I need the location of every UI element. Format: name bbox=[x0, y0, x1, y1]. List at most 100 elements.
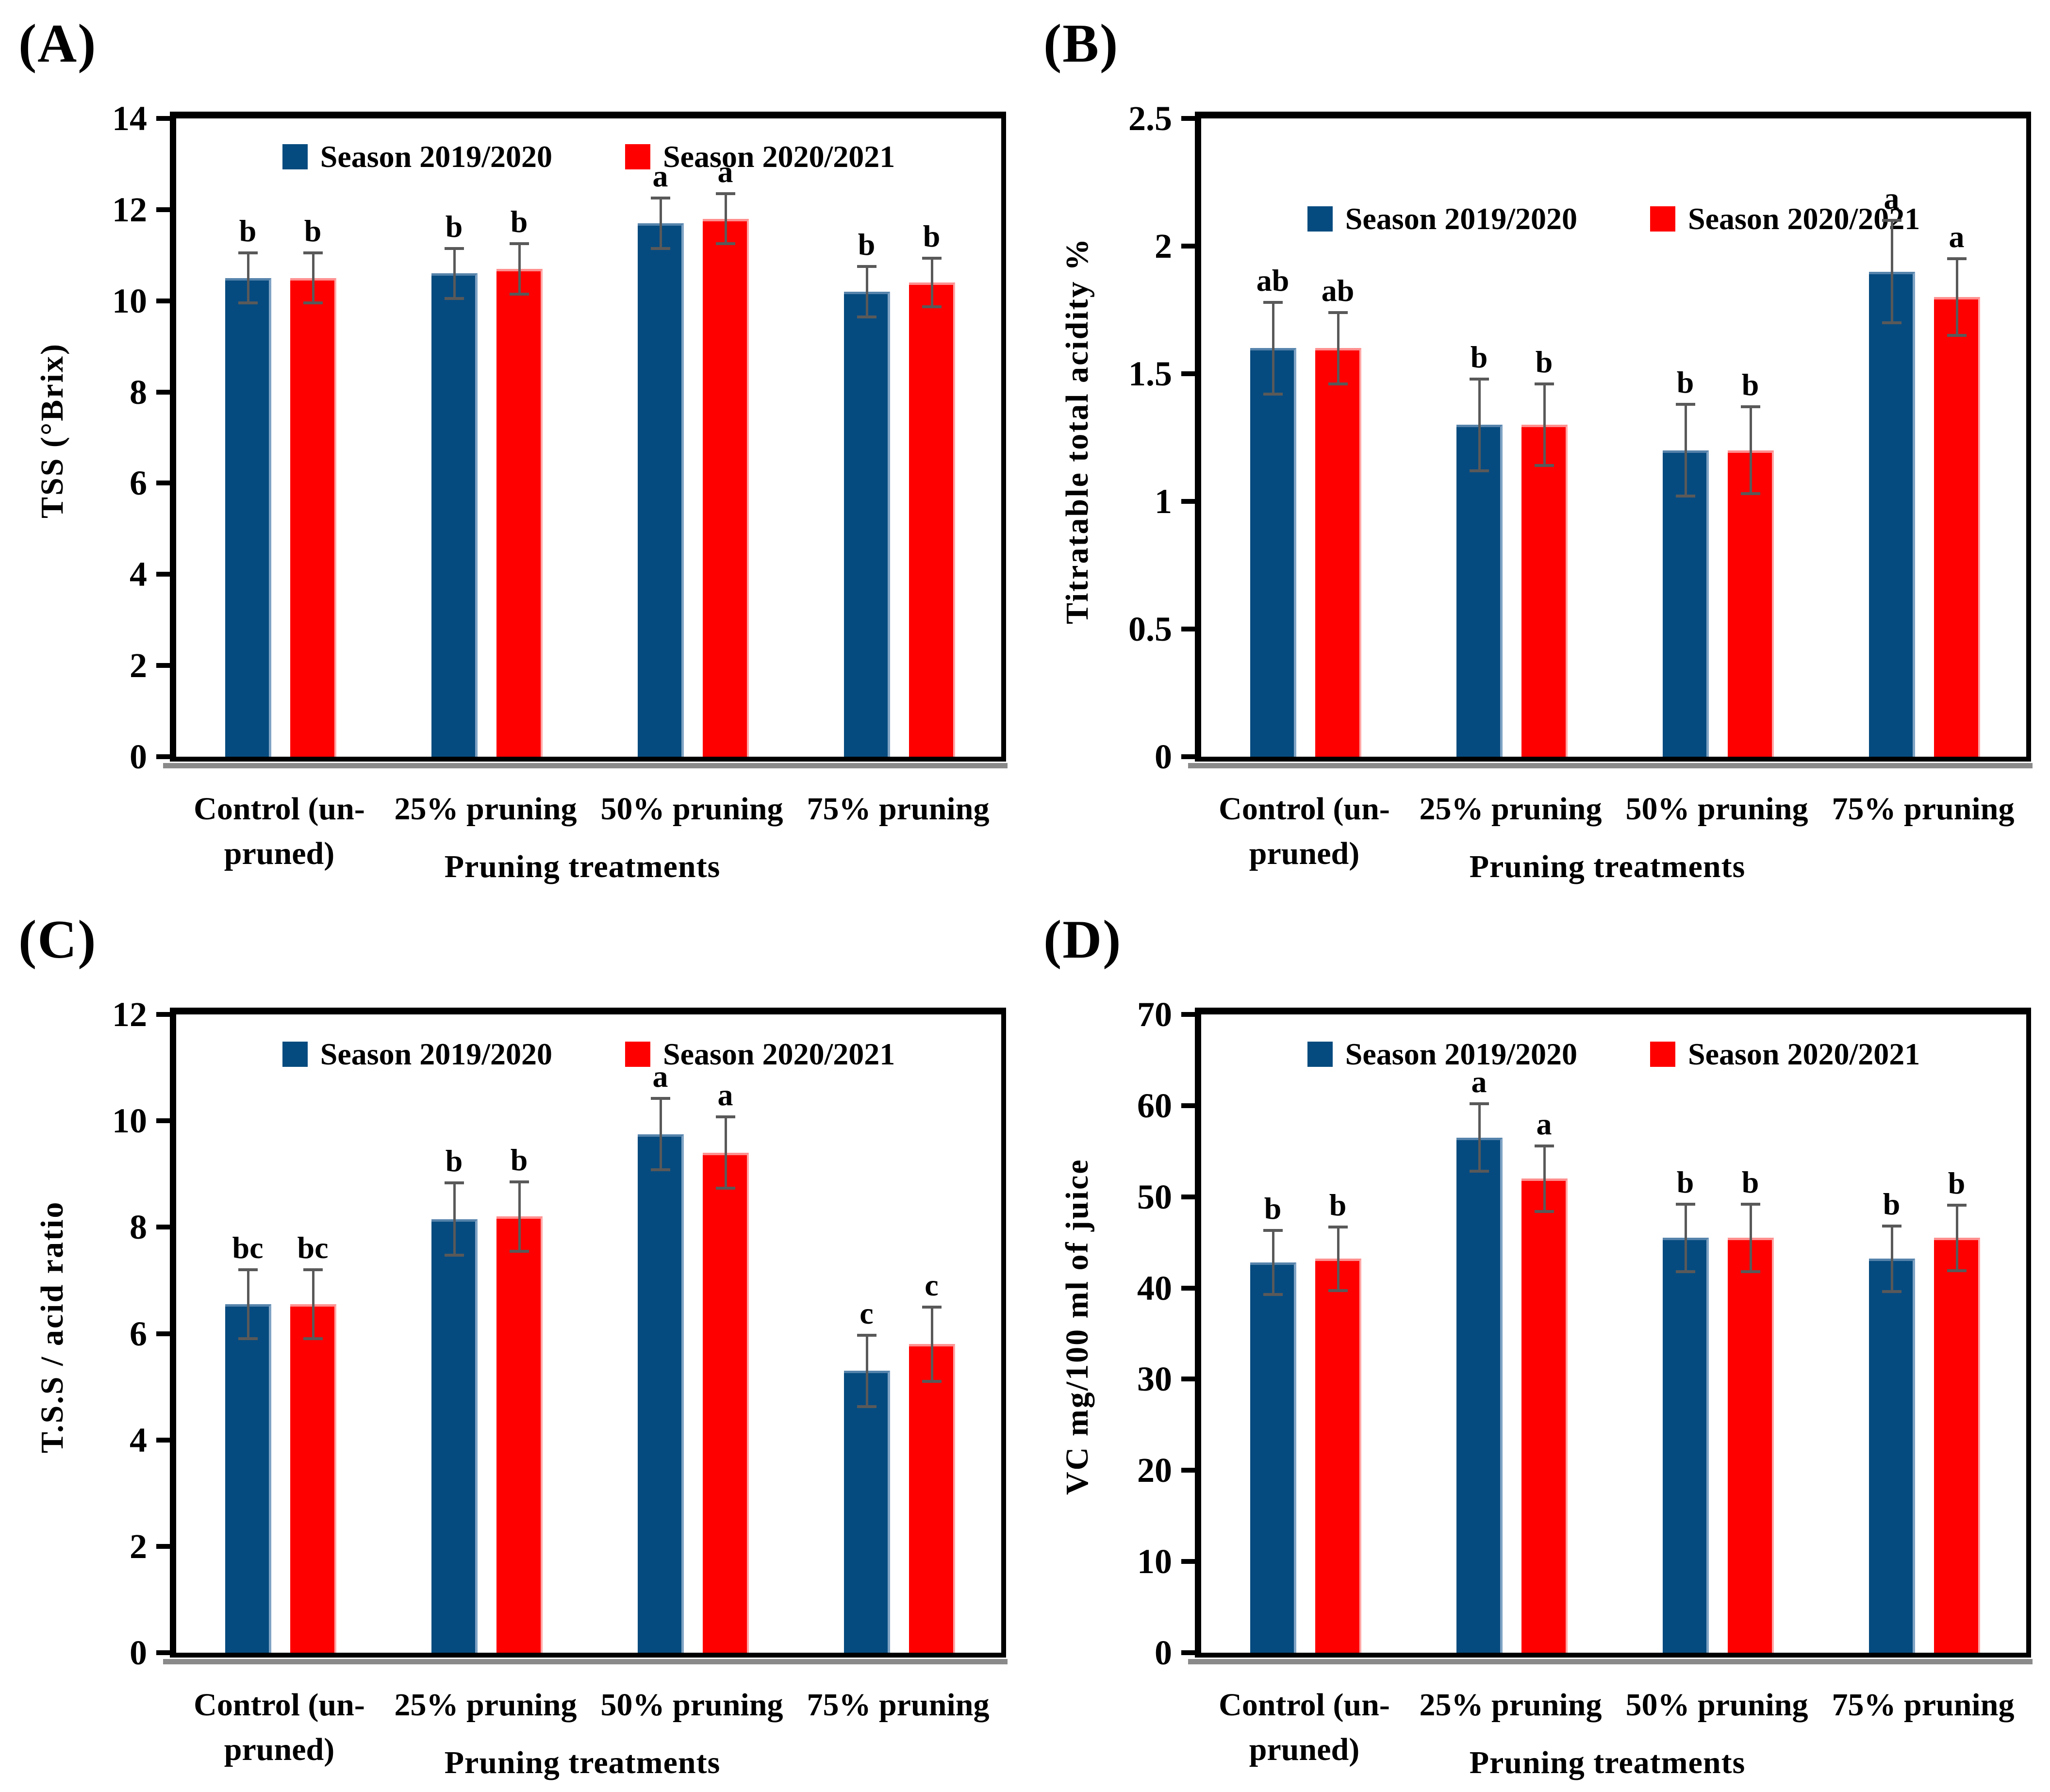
bar-season1-group4 bbox=[1868, 1259, 1915, 1653]
error-bar-cap-bottom bbox=[650, 1168, 670, 1171]
y-axis-tick bbox=[1181, 116, 1195, 121]
baseline-shadow bbox=[1188, 1659, 2033, 1664]
error-bar bbox=[1337, 1227, 1339, 1291]
error-bar-cap-top bbox=[650, 1097, 670, 1100]
error-bar bbox=[1955, 1205, 1958, 1271]
plot-area: 0 0.5 1 1.5 2 2.5 Season 2019/2020 Season 2020/… bbox=[1128, 99, 2031, 871]
legend-swatch-season1 bbox=[1307, 1042, 1333, 1067]
error-bar-cap-top bbox=[444, 247, 464, 250]
y-tick-label: 0.5 bbox=[1128, 610, 1172, 648]
significance-letter: b bbox=[445, 1144, 463, 1178]
plot-area: 0 10 20 30 40 50 60 70 Season 2019/2020 Season 20… bbox=[1137, 995, 2031, 1767]
significance-letter: b bbox=[1470, 339, 1488, 374]
bar-season2-group1 bbox=[1315, 1259, 1361, 1653]
bar-season2-group1 bbox=[1315, 348, 1361, 757]
y-tick-label: 10 bbox=[112, 281, 147, 320]
y-axis-tick bbox=[156, 1650, 170, 1655]
error-bar bbox=[1955, 259, 1958, 336]
error-bar-cap-top bbox=[444, 1181, 464, 1185]
y-tick-label: 2.5 bbox=[1128, 99, 1172, 138]
error-bar-cap-bottom bbox=[857, 1405, 876, 1408]
x-category-line: 25% pruning bbox=[1419, 791, 1602, 827]
error-bar bbox=[518, 244, 521, 294]
error-bar-cap-top bbox=[1469, 377, 1489, 381]
bar-season1-group2 bbox=[431, 273, 478, 757]
error-bar-cap-top bbox=[1263, 300, 1283, 304]
legend-swatch-season2 bbox=[1650, 206, 1675, 232]
error-bar bbox=[1684, 1204, 1687, 1272]
bar-season2-group3 bbox=[1727, 1238, 1774, 1653]
bar-season1-group4 bbox=[1868, 271, 1915, 757]
x-category-line: 75% pruning bbox=[807, 791, 990, 827]
legend-item: Season 2019/2020 bbox=[282, 1036, 552, 1072]
error-bar-cap-bottom bbox=[1740, 492, 1760, 496]
y-axis-tick bbox=[1181, 627, 1195, 631]
significance-letter: b bbox=[445, 209, 463, 244]
bar-season2-group1 bbox=[290, 278, 336, 757]
x-category-label: 75% pruning bbox=[1787, 1683, 2050, 1727]
x-category-line: 75% pruning bbox=[1832, 1687, 2015, 1723]
significance-letter: b bbox=[239, 214, 257, 249]
legend-label: Season 2020/2021 bbox=[1688, 1037, 1920, 1071]
error-bar-cap-top bbox=[238, 251, 258, 255]
y-axis-tick bbox=[156, 481, 170, 486]
bar-season1-group2 bbox=[431, 1219, 478, 1653]
y-tick-label: 8 bbox=[130, 1208, 147, 1247]
x-category-line: pruned) bbox=[224, 836, 335, 871]
y-tick-label: 12 bbox=[112, 995, 147, 1034]
bar-season1-group1 bbox=[225, 1304, 271, 1653]
significance-letter: b bbox=[1883, 1186, 1901, 1221]
bar-season1-group3 bbox=[1662, 1238, 1709, 1653]
bar-season2-group2 bbox=[496, 1216, 543, 1653]
error-bar bbox=[1749, 407, 1752, 494]
y-tick-label: 50 bbox=[1137, 1177, 1172, 1216]
error-bar-cap-top bbox=[509, 1180, 529, 1184]
legend-label: Season 2020/2021 bbox=[663, 1037, 895, 1071]
x-axis-title: Pruning treatments bbox=[1469, 1745, 1746, 1780]
error-bar bbox=[659, 198, 662, 249]
significance-letter: a bbox=[652, 1059, 668, 1094]
error-bar bbox=[1478, 1104, 1481, 1172]
significance-letter: b bbox=[1676, 1164, 1694, 1199]
error-bar-cap-top bbox=[238, 1268, 258, 1271]
error-bar-cap-top bbox=[922, 1305, 942, 1309]
error-bar bbox=[518, 1182, 521, 1251]
error-bar-cap-top bbox=[1534, 1144, 1554, 1147]
y-axis-tick bbox=[156, 572, 170, 577]
x-axis-title: Pruning treatments bbox=[444, 849, 721, 884]
bar-season1-group3 bbox=[637, 223, 684, 757]
panel-letter-a: (A) bbox=[18, 14, 97, 74]
y-axis-tick bbox=[1181, 371, 1195, 376]
significance-letter: c bbox=[860, 1295, 874, 1330]
error-bar-cap-bottom bbox=[238, 301, 258, 305]
plot-area: 0 2 4 6 8 10 12 14 Season 2019/2020 Season 2020/2… bbox=[112, 99, 1006, 871]
error-bar bbox=[1749, 1204, 1752, 1272]
y-tick-label: 6 bbox=[130, 1314, 147, 1353]
error-bar-cap-bottom bbox=[509, 292, 529, 296]
error-bar-cap-bottom bbox=[1469, 1170, 1489, 1173]
error-bar bbox=[1337, 312, 1339, 384]
y-tick-label: 40 bbox=[1137, 1268, 1172, 1308]
x-category-line: 50% pruning bbox=[1625, 1687, 1808, 1723]
significance-letter: b bbox=[923, 219, 941, 254]
error-bar-cap-bottom bbox=[922, 305, 942, 308]
error-bar-cap-bottom bbox=[1740, 1270, 1760, 1273]
error-bar bbox=[930, 258, 933, 307]
error-bar bbox=[453, 248, 456, 299]
y-axis-tick bbox=[1181, 1468, 1195, 1473]
legend: Season 2019/2020 Season 2020/2021 bbox=[176, 1036, 1001, 1072]
error-bar-cap-bottom bbox=[1882, 1290, 1901, 1294]
y-tick-label: 4 bbox=[130, 555, 147, 594]
x-category-line: 25% pruning bbox=[394, 1687, 577, 1723]
error-bar-cap-bottom bbox=[1675, 495, 1695, 498]
y-tick-label: 2 bbox=[1155, 227, 1172, 265]
significance-letter: a bbox=[652, 159, 668, 194]
bar-season2-group2 bbox=[496, 268, 543, 757]
x-category-label: 50% pruning bbox=[556, 787, 828, 831]
y-tick-label: 10 bbox=[112, 1101, 147, 1141]
x-category-label: 50% pruning bbox=[1581, 1683, 1853, 1727]
y-tick-label: 12 bbox=[112, 190, 147, 229]
significance-letter: b bbox=[1741, 367, 1759, 402]
error-bar bbox=[1684, 404, 1687, 497]
panel-letter-b: (B) bbox=[1043, 14, 1119, 74]
